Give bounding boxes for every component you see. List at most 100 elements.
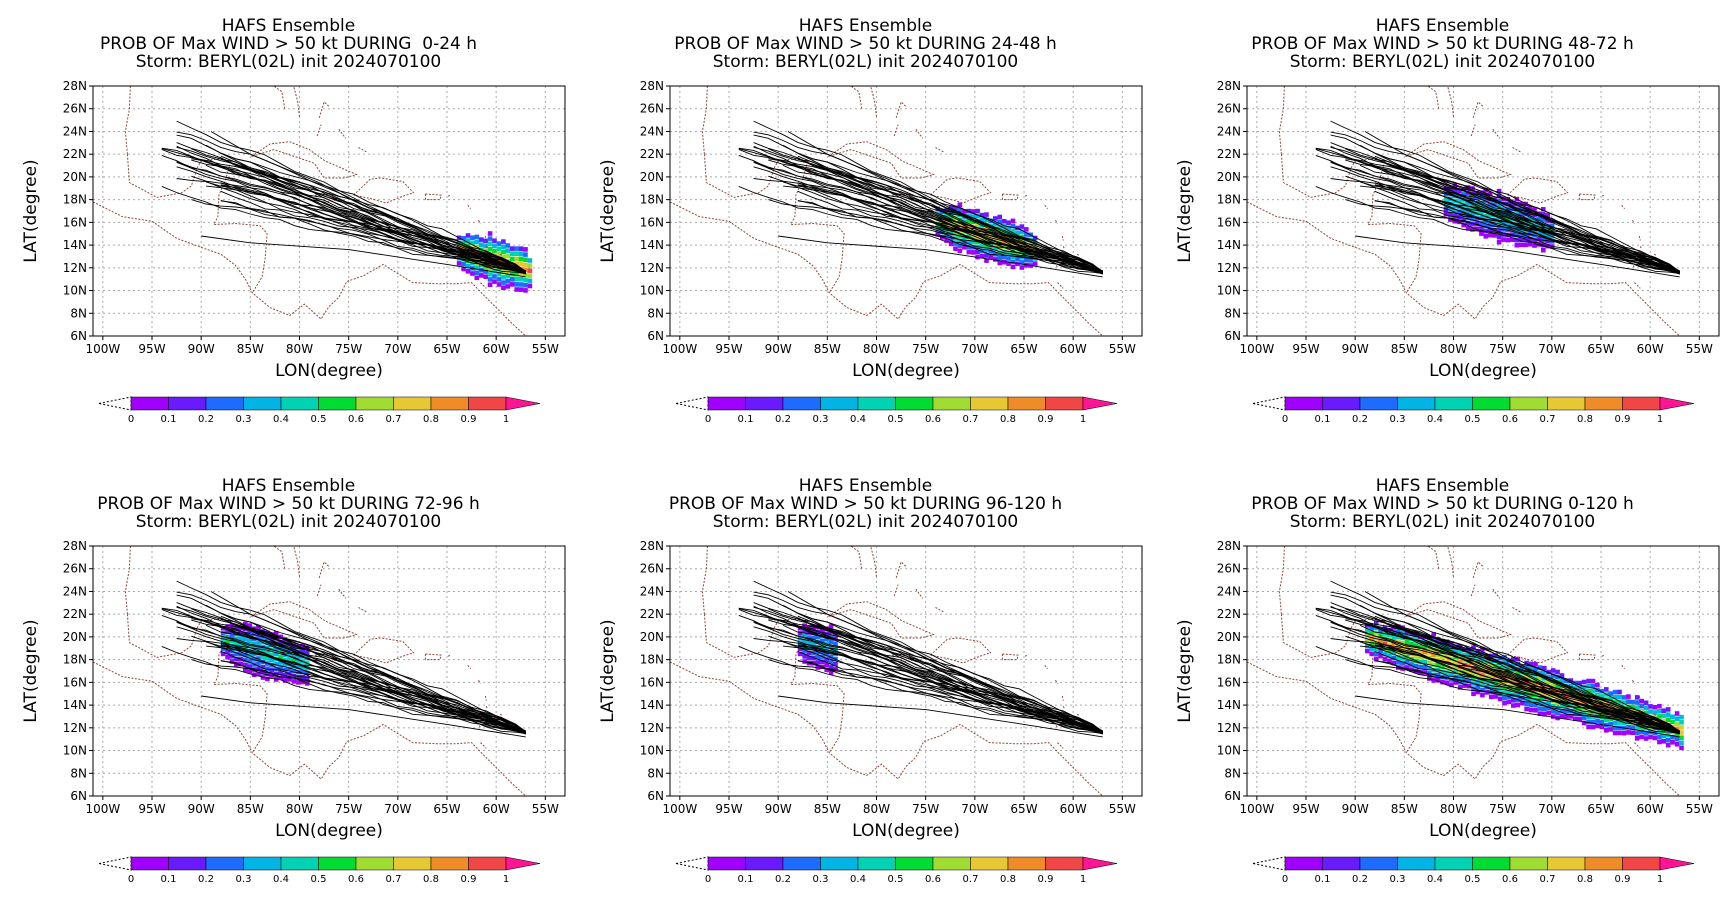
ensemble-track (1345, 635, 1680, 735)
probability-cell (1387, 658, 1392, 664)
coastline (701, 546, 708, 615)
probability-cell (966, 239, 972, 245)
coastline (424, 193, 442, 201)
probability-cell (1461, 207, 1466, 212)
lon-tick-label: 55W (1686, 802, 1713, 816)
lon-tick-label: 85W (237, 802, 264, 816)
lat-tick-label: 18N (1217, 653, 1241, 667)
probability-cell (1409, 657, 1414, 662)
colorbar-swatch (1509, 856, 1548, 871)
probability-cell (1006, 230, 1011, 236)
probability-cell (1496, 188, 1502, 194)
probability-cell (1396, 665, 1401, 670)
probability-cell (997, 245, 1003, 250)
coastline (1638, 235, 1641, 241)
colorbar-swatch (280, 396, 319, 411)
lon-tick-label: 85W (1391, 342, 1418, 356)
probability-cell (501, 244, 506, 250)
colorbar-swatch (1284, 396, 1323, 411)
probability-cell (487, 267, 493, 272)
coastline (850, 546, 863, 569)
ensemble-track (1374, 642, 1680, 733)
probability-cell (1505, 207, 1511, 212)
probability-cell (1679, 740, 1684, 746)
probability-cell (1549, 223, 1555, 229)
probability-cell (1413, 653, 1419, 658)
probability-cell (1510, 237, 1515, 242)
lat-tick-label: 14N (1217, 698, 1241, 712)
probability-cell (514, 287, 519, 292)
lat-tick-label: 24N (1217, 584, 1241, 598)
probability-cell (1488, 674, 1494, 679)
ensemble-track (768, 175, 1103, 275)
probability-cell (1456, 194, 1462, 199)
probability-cell (1528, 666, 1534, 672)
probability-cell (1537, 665, 1543, 670)
colorbar-swatch (1434, 396, 1473, 411)
lon-tick-label: 95W (138, 342, 165, 356)
coastline (316, 124, 322, 137)
probability-cell (1502, 690, 1507, 696)
lon-tick-label: 55W (1686, 342, 1713, 356)
coastline (484, 235, 487, 241)
colorbar-swatch (857, 856, 896, 871)
probability-cell (501, 254, 506, 260)
lon-tick-label: 70W (1538, 802, 1565, 816)
probability-cell (492, 238, 497, 243)
lon-tick-label: 100W (662, 802, 697, 816)
probability-cell (1537, 706, 1543, 711)
probability-cell (518, 256, 524, 262)
probability-cell (1449, 667, 1454, 672)
colorbar-swatch (895, 396, 934, 411)
probability-cell (1470, 211, 1475, 217)
lat-tick-label: 8N (70, 766, 87, 780)
probability-cell (1462, 652, 1467, 658)
probability-cell (1648, 734, 1653, 740)
probability-cell (948, 236, 954, 242)
probability-cell (492, 279, 497, 284)
probability-cell (527, 258, 533, 263)
probability-cell (1634, 715, 1640, 721)
probability-cell (1524, 696, 1529, 702)
lat-tick-label: 26N (640, 562, 664, 576)
probability-cell (523, 262, 528, 268)
plot-frame (1246, 545, 1720, 797)
ensemble-track (201, 235, 526, 278)
x-axis-label: LON(degree) (1429, 361, 1537, 381)
probability-cell (1639, 703, 1644, 709)
probability-cell (1471, 645, 1476, 650)
probability-cell (479, 242, 484, 247)
lon-tick-label: 100W (662, 342, 697, 356)
coastline (1601, 194, 1606, 197)
probability-cell (997, 255, 1003, 261)
probability-cell (1590, 719, 1596, 725)
probability-cell (509, 256, 515, 262)
ensemble-track (753, 591, 1103, 733)
map-plot: 100W 95W 90W 85W 80W 75W 70W 65W 60W 55W 28N 26N 24N… (598, 539, 1143, 885)
colorbar-swatch (745, 856, 784, 871)
probability-cell (1496, 204, 1502, 209)
probability-cell (1528, 707, 1534, 713)
panel-subtitle: PROB OF Max WIND > 50 kt DURING 96-120 h (668, 494, 1063, 514)
probability-cell (1515, 702, 1521, 708)
probability-cell (1514, 232, 1520, 238)
colorbar-label: 1 (1080, 874, 1086, 885)
colorbar-label: 1 (1657, 414, 1663, 425)
lon-tick-label: 90W (765, 342, 792, 356)
probability-cell (1505, 222, 1511, 227)
probability-map-panel: 100W 95W 90W 85W 80W 75W 70W 65W 60W 55W 28N 26N 24N… (0, 0, 577, 460)
probability-cell (527, 278, 533, 284)
probability-cell (1493, 694, 1498, 699)
ensemble-track (191, 635, 526, 735)
coastline (1062, 706, 1065, 709)
probability-cell (256, 640, 261, 646)
probability-cell (291, 668, 297, 674)
lat-tick-label: 22N (640, 147, 664, 161)
colorbar: 0 0.1 0.2 0.3 0.4 0.5 0.6 0.7 0.8 0.9 1 (675, 396, 1118, 425)
probability-cell (1391, 650, 1397, 656)
colorbar-label: 0.1 (161, 414, 177, 425)
lon-tick-label: 95W (715, 802, 742, 816)
probability-cell (1661, 733, 1667, 739)
probability-cell (282, 642, 288, 647)
probability-cell (1527, 211, 1533, 216)
